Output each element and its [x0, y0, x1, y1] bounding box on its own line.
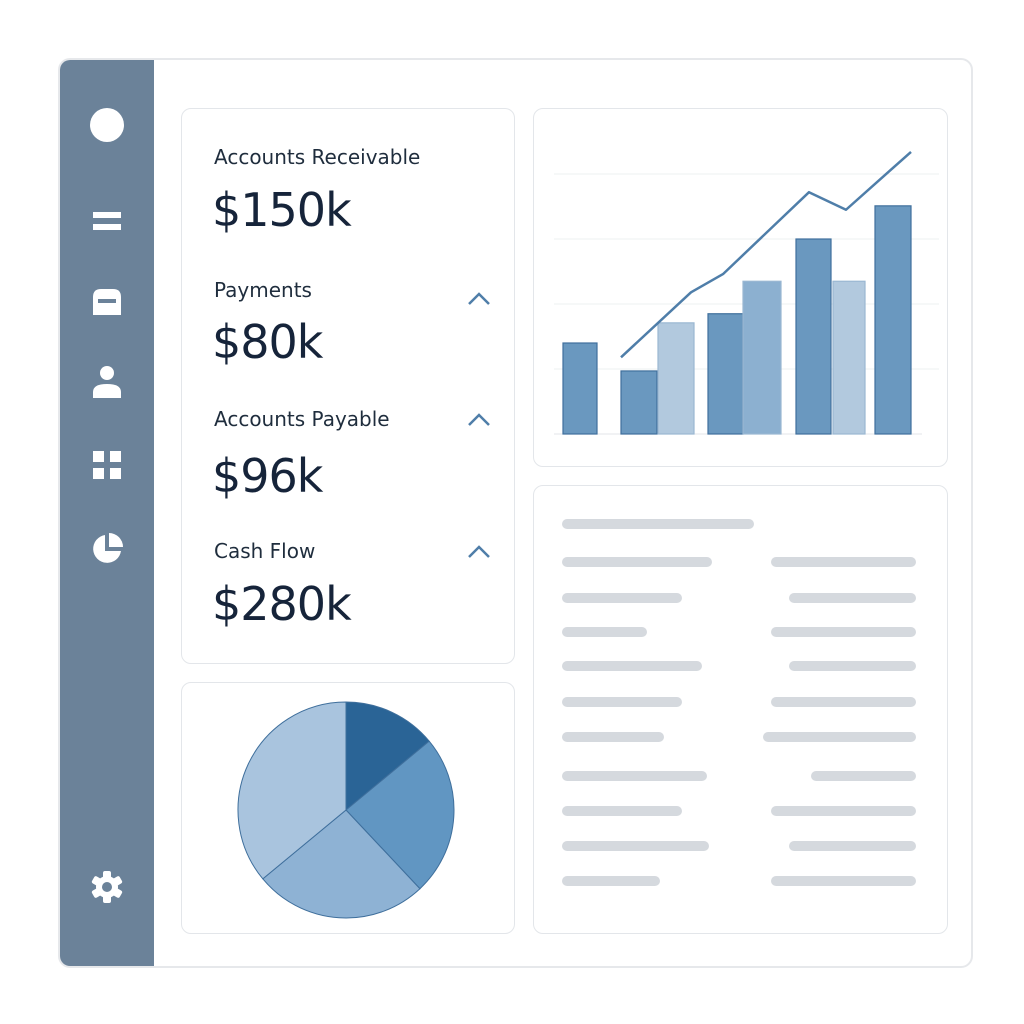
pie-chart-icon[interactable]	[90, 532, 124, 566]
row-value-placeholder	[771, 697, 916, 707]
bar	[874, 205, 912, 435]
row-label-placeholder	[562, 841, 709, 851]
row-label-placeholder	[562, 771, 707, 781]
row-value-placeholder	[789, 661, 916, 671]
user-icon[interactable]	[90, 365, 124, 399]
bar-chart-card	[533, 108, 948, 467]
kpi-value: $80k	[212, 315, 323, 369]
row-value-placeholder	[811, 771, 916, 781]
row-value-placeholder	[771, 806, 916, 816]
pie-chart-card	[181, 682, 515, 934]
table-header-placeholder	[562, 519, 754, 529]
grid-icon[interactable]	[90, 448, 124, 482]
pie-slice	[345, 701, 430, 812]
pie-chart	[237, 701, 455, 919]
row-value-placeholder	[771, 627, 916, 637]
row-label-placeholder	[562, 697, 682, 707]
bar	[795, 238, 832, 435]
sidebar	[60, 60, 154, 966]
kpi-value: $150k	[212, 183, 352, 237]
kpi-value: $280k	[212, 577, 352, 631]
bar-line-chart	[554, 150, 939, 435]
row-label-placeholder	[562, 661, 702, 671]
table-card	[533, 485, 948, 934]
kpi-label: Cash Flow	[214, 539, 316, 563]
pie-slice	[237, 701, 347, 880]
pie-slice	[345, 740, 455, 890]
row-value-placeholder	[789, 593, 916, 603]
bar	[707, 313, 744, 435]
row-value-placeholder	[789, 841, 916, 851]
menu-icon[interactable]	[90, 204, 124, 238]
kpi-label: Payments	[214, 278, 312, 302]
chevron-up-icon[interactable]	[466, 542, 492, 560]
row-label-placeholder	[562, 732, 664, 742]
row-label-placeholder	[562, 557, 712, 567]
row-label-placeholder	[562, 806, 682, 816]
trend-line	[620, 150, 912, 359]
gear-icon[interactable]	[90, 870, 124, 904]
row-value-placeholder	[771, 876, 916, 886]
bar	[742, 280, 782, 435]
bar	[832, 280, 866, 435]
bar	[657, 322, 695, 435]
bar	[620, 370, 658, 435]
pie-slice	[262, 809, 421, 919]
chevron-up-icon[interactable]	[466, 289, 492, 307]
row-label-placeholder	[562, 593, 682, 603]
app-window: Accounts Receivable $150k Payments $80k …	[58, 58, 973, 968]
kpi-label: Accounts Payable	[214, 407, 390, 431]
inbox-icon[interactable]	[90, 285, 124, 319]
chevron-up-icon[interactable]	[466, 410, 492, 428]
kpi-value: $96k	[212, 449, 323, 503]
profile-circle-icon[interactable]	[90, 108, 124, 142]
row-value-placeholder	[771, 557, 916, 567]
row-label-placeholder	[562, 627, 647, 637]
row-label-placeholder	[562, 876, 660, 886]
row-value-placeholder	[763, 732, 916, 742]
kpi-card: Accounts Receivable $150k Payments $80k …	[181, 108, 515, 664]
kpi-label: Accounts Receivable	[214, 145, 421, 169]
bar	[562, 342, 598, 435]
